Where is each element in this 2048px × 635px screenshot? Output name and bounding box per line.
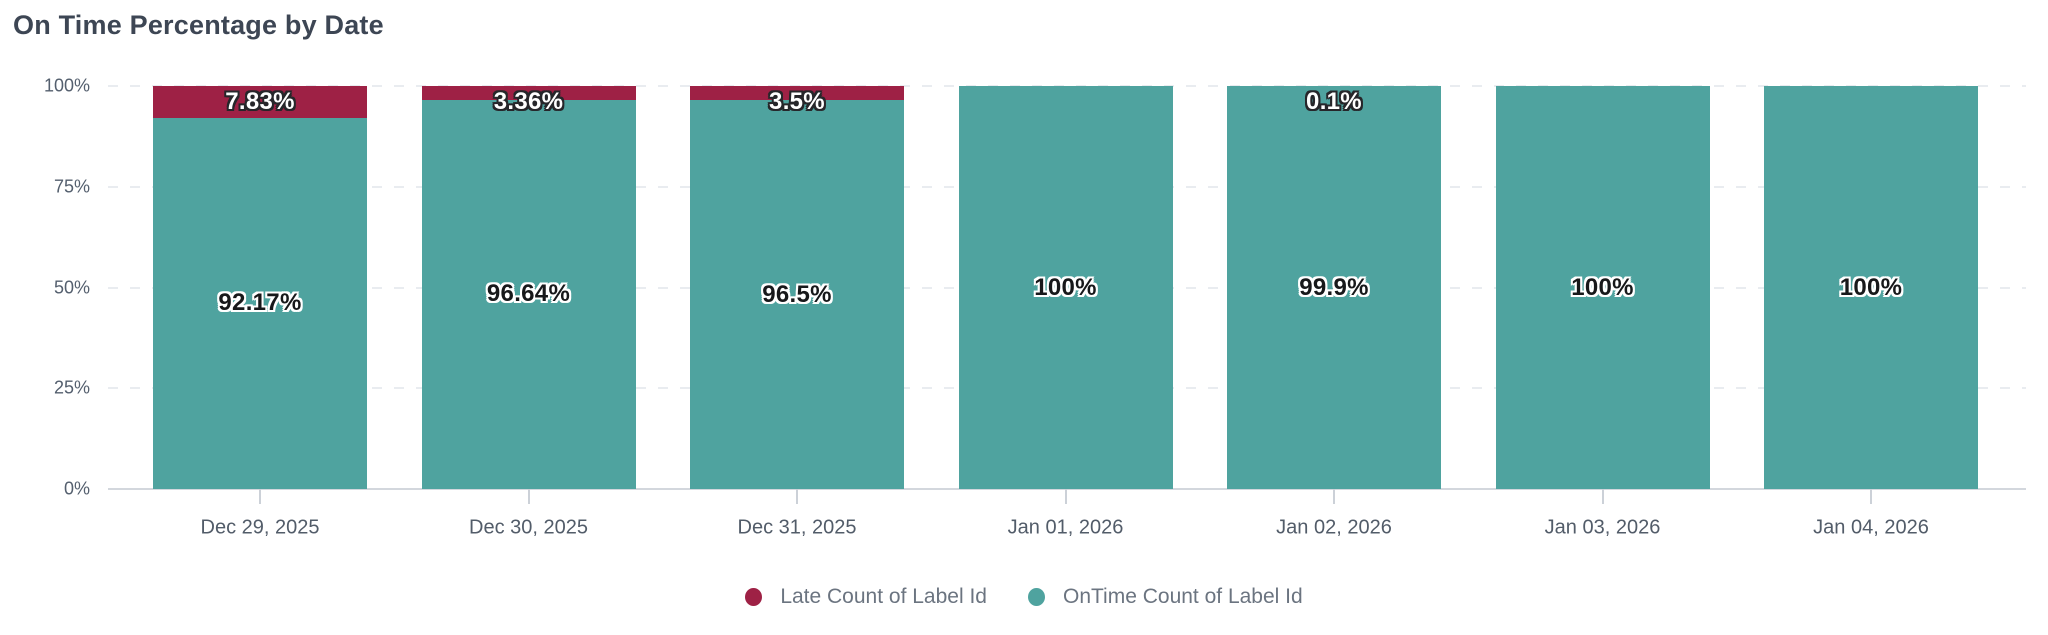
bar-segment-late[interactable] — [690, 86, 904, 101]
bar-segment-late[interactable] — [153, 86, 367, 118]
x-axis-label: Jan 03, 2026 — [1544, 516, 1661, 539]
legend-label: OnTime Count of Label Id — [1062, 585, 1303, 608]
x-axis-label: Jan 04, 2026 — [1813, 516, 1929, 539]
legend-item-late[interactable]: Late Count of Label Id — [745, 585, 987, 609]
bar-segment-ontime[interactable] — [1764, 86, 1978, 489]
bar-value-label-late: 7.83% — [225, 88, 295, 115]
x-axis-line — [108, 488, 2026, 490]
x-axis-tick — [1064, 489, 1067, 504]
bar-segment-ontime[interactable] — [690, 100, 904, 489]
bar-value-label-ontime: 100% — [1571, 273, 1634, 301]
legend-swatch-late — [745, 588, 763, 606]
legend-swatch-ontime — [1027, 588, 1045, 606]
bar-segment-ontime[interactable] — [1227, 86, 1441, 489]
y-axis-label: 75% — [53, 176, 90, 197]
bar-value-label-ontime: 99.9% — [1299, 273, 1369, 301]
chart-title: On Time Percentage by Date — [13, 10, 384, 40]
x-axis-label: Jan 01, 2026 — [1007, 516, 1124, 539]
bar-value-label-late: 0.1% — [1306, 88, 1362, 115]
legend-item-ontime[interactable]: OnTime Count of Label Id — [1027, 585, 1303, 609]
y-axis-label: 25% — [53, 377, 90, 398]
bar-value-label-ontime: 96.5% — [762, 280, 832, 308]
bar-segment-ontime[interactable] — [1495, 86, 1710, 489]
bar-segment-ontime[interactable] — [421, 99, 636, 489]
x-axis-tick — [1333, 489, 1335, 504]
x-axis-tick — [527, 489, 530, 504]
x-axis-tick — [1601, 489, 1604, 504]
bar-value-label-ontime: 96.64% — [486, 280, 571, 308]
bar-segment-ontime[interactable] — [958, 86, 1173, 489]
y-axis-label: 50% — [53, 277, 90, 297]
x-axis-tick — [796, 489, 798, 504]
x-axis-label: Dec 30, 2025 — [469, 516, 588, 539]
x-axis-tick — [1870, 489, 1872, 504]
bar-segment-late[interactable] — [421, 86, 636, 100]
bar-value-label-late: 3.5% — [769, 88, 825, 115]
y-axis-label: 100% — [43, 75, 90, 96]
bar-value-label-late: 3.36% — [493, 88, 564, 115]
y-axis-label: 0% — [63, 478, 90, 499]
bar-value-label-ontime: 100% — [1034, 273, 1097, 301]
x-axis-label: Dec 31, 2025 — [737, 516, 857, 539]
bar-value-label-ontime: 100% — [1839, 273, 1903, 301]
x-axis-label: Jan 02, 2026 — [1276, 516, 1392, 539]
bar-value-label-ontime: 92.17% — [218, 289, 302, 317]
bar-segment-ontime[interactable] — [153, 117, 367, 489]
x-axis-label: Dec 29, 2025 — [200, 516, 320, 539]
x-axis-tick — [259, 489, 261, 504]
legend-label: Late Count of Label Id — [780, 585, 987, 608]
legend: Late Count of Label Id OnTime Count of La… — [0, 585, 2048, 609]
